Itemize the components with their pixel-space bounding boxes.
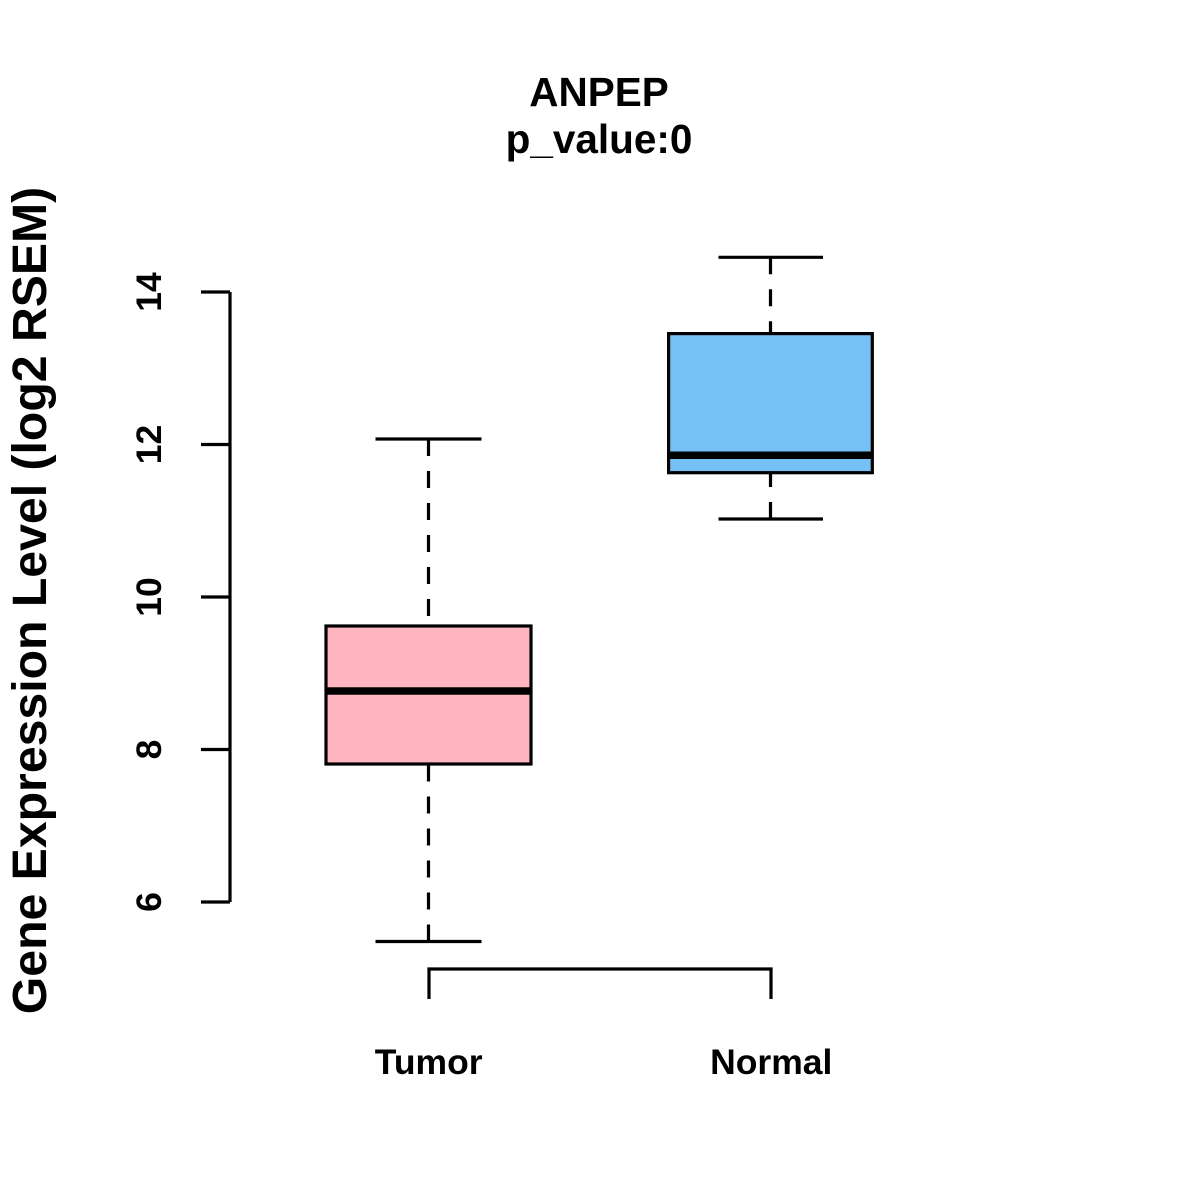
svg-text:14: 14 — [129, 272, 169, 312]
svg-text:ANPEP: ANPEP — [529, 69, 669, 115]
svg-text:p_value:0: p_value:0 — [506, 116, 693, 162]
svg-text:6: 6 — [129, 892, 169, 912]
svg-text:8: 8 — [129, 740, 169, 760]
svg-text:12: 12 — [129, 425, 169, 465]
svg-text:Gene Expression Level (log2 RS: Gene Expression Level (log2 RSEM) — [3, 187, 57, 1014]
svg-text:10: 10 — [129, 577, 169, 617]
svg-text:Normal: Normal — [710, 1042, 832, 1082]
svg-text:Tumor: Tumor — [375, 1042, 483, 1082]
